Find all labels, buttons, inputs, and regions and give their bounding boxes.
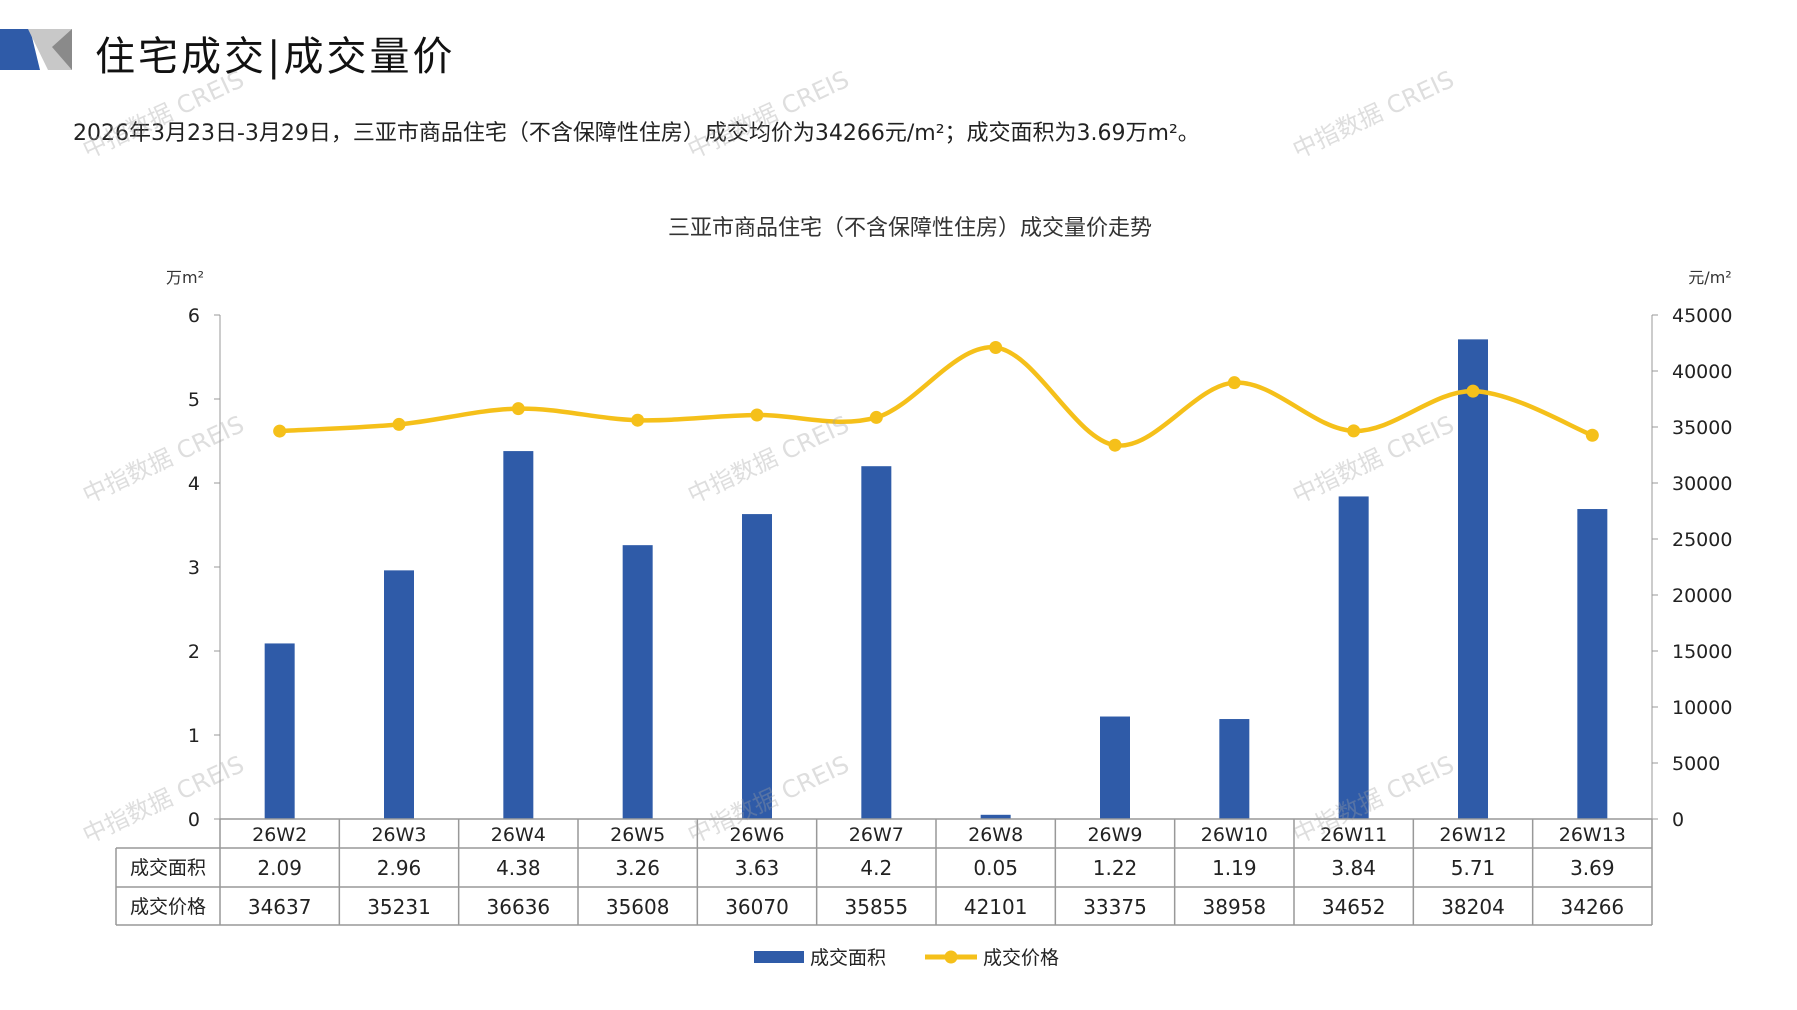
left-tick-label: 2 <box>188 641 200 663</box>
price-point-26W7 <box>869 410 883 424</box>
price-point-26W2 <box>273 424 287 438</box>
bar-26W11 <box>1338 496 1369 819</box>
x-tick-label: 26W2 <box>252 824 307 846</box>
price-point-26W11 <box>1347 424 1361 438</box>
right-tick-label: 25000 <box>1672 529 1732 551</box>
legend-line-label: 成交价格 <box>983 947 1059 969</box>
table-price-value: 33375 <box>1083 895 1147 919</box>
table-area-value: 3.63 <box>735 856 780 880</box>
price-point-26W13 <box>1585 428 1599 442</box>
x-tick-label: 26W12 <box>1439 824 1506 846</box>
price-point-26W6 <box>750 408 764 422</box>
left-tick-label: 4 <box>188 473 200 495</box>
x-tick-label: 26W13 <box>1559 824 1626 846</box>
bar-26W2 <box>264 643 295 819</box>
left-tick-label: 1 <box>188 725 200 747</box>
bar-26W9 <box>1100 716 1130 819</box>
right-tick-label: 30000 <box>1672 473 1732 495</box>
table-row-label: 成交面积 <box>130 857 206 879</box>
table-price-value: 34637 <box>248 895 312 919</box>
bar-26W5 <box>622 545 653 819</box>
table-area-value: 1.19 <box>1212 856 1257 880</box>
right-tick-label: 10000 <box>1672 697 1732 719</box>
right-axis-unit: 元/m² <box>1688 268 1731 287</box>
price-point-26W4 <box>511 402 525 416</box>
x-tick-label: 26W9 <box>1087 824 1142 846</box>
right-tick-label: 40000 <box>1672 361 1732 383</box>
bar-26W7 <box>861 466 892 819</box>
left-tick-label: 5 <box>188 389 200 411</box>
table-area-value: 3.26 <box>615 856 660 880</box>
bar-26W10 <box>1219 719 1250 819</box>
price-line <box>279 345 1594 448</box>
table-area-value: 0.05 <box>973 856 1018 880</box>
legend-bar-label: 成交面积 <box>810 947 886 969</box>
table-price-value: 36636 <box>487 895 551 919</box>
right-tick-label: 35000 <box>1672 417 1732 439</box>
bar-26W13 <box>1577 509 1608 819</box>
table-price-value: 38204 <box>1441 895 1505 919</box>
table-area-value: 5.71 <box>1451 856 1496 880</box>
table-price-value: 35231 <box>367 895 431 919</box>
table-area-value: 4.2 <box>860 856 892 880</box>
table-area-value: 3.84 <box>1331 856 1376 880</box>
left-axis-unit: 万m² <box>166 268 204 287</box>
right-tick-label: 0 <box>1672 809 1684 831</box>
legend-line-marker <box>944 950 958 964</box>
price-point-26W9 <box>1108 438 1122 452</box>
right-tick-label: 15000 <box>1672 641 1732 663</box>
x-tick-label: 26W6 <box>729 824 784 846</box>
x-tick-label: 26W10 <box>1201 824 1268 846</box>
bar-26W6 <box>742 514 772 819</box>
x-tick-label: 26W7 <box>849 824 904 846</box>
legend-bar-swatch <box>754 951 804 963</box>
table-area-value: 3.69 <box>1570 856 1615 880</box>
left-tick-label: 6 <box>188 305 200 327</box>
chart-title: 三亚市商品住宅（不含保障性住房）成交量价走势 <box>668 216 1152 241</box>
price-point-26W5 <box>631 413 645 427</box>
table-price-value: 38958 <box>1203 895 1267 919</box>
right-tick-label: 5000 <box>1672 753 1720 775</box>
price-point-26W10 <box>1227 376 1241 390</box>
bar-26W4 <box>503 451 534 819</box>
x-tick-label: 26W3 <box>371 824 426 846</box>
page-title: 住宅成交|成交量价 <box>95 34 456 80</box>
table-area-value: 4.38 <box>496 856 541 880</box>
table-price-value: 36070 <box>725 895 789 919</box>
table-area-value: 2.96 <box>377 856 422 880</box>
price-point-26W8 <box>989 340 1003 354</box>
price-point-26W12 <box>1466 384 1480 398</box>
table-price-value: 34652 <box>1322 895 1386 919</box>
table-price-value: 34266 <box>1561 895 1625 919</box>
left-tick-label: 0 <box>188 809 200 831</box>
left-tick-label: 3 <box>188 557 200 579</box>
table-price-value: 42101 <box>964 895 1028 919</box>
table-price-value: 35608 <box>606 895 670 919</box>
table-area-value: 2.09 <box>257 856 302 880</box>
bar-26W3 <box>384 570 414 819</box>
summary-text: 2026年3月23日-3月29日，三亚市商品住宅（不含保障性住房）成交均价为34… <box>73 121 1200 146</box>
right-tick-label: 20000 <box>1672 585 1732 607</box>
price-point-26W3 <box>392 417 406 431</box>
bar-26W8 <box>980 814 1011 819</box>
x-tick-label: 26W4 <box>491 824 546 846</box>
table-row-label: 成交价格 <box>130 896 206 918</box>
logo-icon <box>0 29 72 70</box>
x-tick-label: 26W8 <box>968 824 1023 846</box>
x-tick-label: 26W11 <box>1320 824 1387 846</box>
x-tick-label: 26W5 <box>610 824 665 846</box>
table-area-value: 1.22 <box>1093 856 1138 880</box>
table-price-value: 35855 <box>845 895 909 919</box>
bar-26W12 <box>1458 339 1488 819</box>
right-tick-label: 45000 <box>1672 305 1732 327</box>
